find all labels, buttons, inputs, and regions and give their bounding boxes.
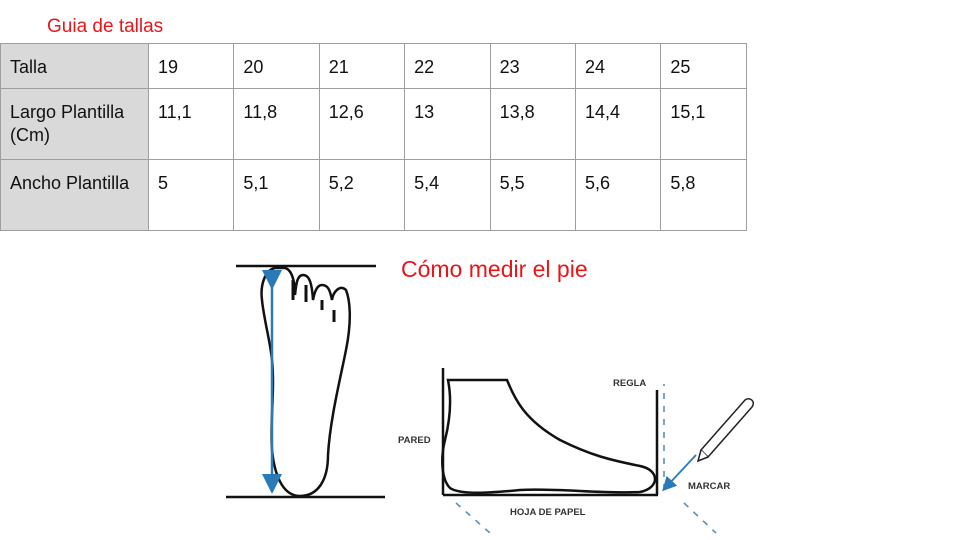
size-guide-title: Guia de tallas	[47, 16, 164, 37]
row-header: Largo Plantilla (Cm)	[0, 88, 149, 160]
table-row-width: Ancho Plantilla 5 5,1 5,2 5,4 5,5 5,6 5,…	[0, 159, 747, 231]
cell: 5,5	[489, 159, 576, 231]
cell: 15,1	[660, 88, 747, 160]
foot-top-view	[226, 264, 385, 499]
ruler-label: REGLA	[613, 378, 646, 389]
row-header: Ancho Plantilla	[0, 159, 149, 231]
cell: 21	[318, 43, 406, 89]
paper-label: HOJA DE PAPEL	[510, 507, 586, 518]
cell: 5,2	[318, 159, 406, 231]
cell: 14,4	[574, 88, 662, 160]
measure-title: Cómo medir el pie	[401, 256, 588, 282]
foot-side-view	[441, 368, 659, 497]
mark-label: MARCAR	[688, 481, 730, 492]
cell: 5,1	[233, 159, 320, 231]
cell: 5	[147, 159, 235, 231]
cell: 13	[404, 88, 491, 160]
cell: 5,8	[660, 159, 747, 231]
pencil-icon	[696, 397, 755, 463]
cell: 22	[404, 43, 491, 89]
table-row-size: Talla 19 20 21 22 23 24 25	[0, 43, 747, 89]
cell: 5,4	[404, 159, 491, 231]
cell: 23	[489, 43, 576, 89]
cell: 12,6	[318, 88, 406, 160]
mark-arrow	[662, 454, 697, 492]
cell: 24	[574, 43, 662, 89]
wall-label: PARED	[398, 435, 431, 446]
size-table: Talla 19 20 21 22 23 24 25 Largo Plantil…	[0, 43, 747, 231]
table-row-length: Largo Plantilla (Cm) 11,1 11,8 12,6 13 1…	[0, 88, 747, 160]
cell: 13,8	[489, 88, 576, 160]
dashed-guides	[455, 384, 717, 534]
